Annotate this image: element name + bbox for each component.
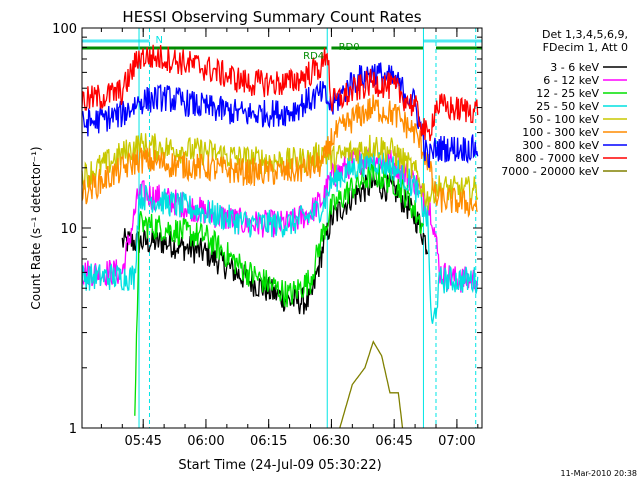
series-line xyxy=(81,94,478,218)
y-tick-label: 10 xyxy=(60,222,77,237)
series-lines xyxy=(81,44,479,429)
x-tick-label: 06:15 xyxy=(250,434,287,449)
x-axis-label: Start Time (24-Jul-09 05:30:22) xyxy=(178,458,381,473)
timestamp: 11-Mar-2010 20:38 xyxy=(561,469,638,478)
x-tick-label: 05:45 xyxy=(124,434,161,449)
annotation-label: N xyxy=(155,35,162,46)
chart-title: HESSI Observing Summary Count Rates xyxy=(122,8,421,26)
x-tick-label: 06:30 xyxy=(313,434,350,449)
legend-label: 100 - 300 keV xyxy=(522,126,599,139)
y-tick-label: 1 xyxy=(69,422,77,437)
legend-header: FDecim 1, Att 0 xyxy=(543,41,628,54)
annotations: N RD4 RD0 xyxy=(155,35,359,62)
legend-label: 50 - 100 keV xyxy=(529,113,599,126)
y-tick-label: 100 xyxy=(52,22,77,37)
x-tick-label: 06:45 xyxy=(375,434,412,449)
state-lines xyxy=(138,28,477,428)
series-line xyxy=(81,44,479,142)
axis-ticks: 05:45 06:00 06:15 06:30 06:45 07:00 1 10 100 xyxy=(52,22,482,449)
annotation-label: RD0 xyxy=(339,42,360,53)
series-line xyxy=(339,340,404,429)
legend-header: Det 1,3,4,5,6,9, xyxy=(542,28,628,41)
annotation-label: RD4 xyxy=(303,51,324,62)
y-axis-label: Count Rate (s⁻¹ detector⁻¹) xyxy=(29,146,43,309)
legend-label: 800 - 7000 keV xyxy=(515,152,599,165)
series-line xyxy=(81,148,479,324)
legend: Det 1,3,4,5,6,9,FDecim 1, Att 0 3 - 6 keV… xyxy=(501,28,628,178)
legend-label: 3 - 6 keV xyxy=(550,61,599,74)
flag-bars xyxy=(82,39,482,50)
x-tick-label: 06:00 xyxy=(187,434,224,449)
x-tick-label: 07:00 xyxy=(438,434,475,449)
legend-label: 12 - 25 keV xyxy=(536,87,599,100)
legend-label: 25 - 50 keV xyxy=(536,100,599,113)
legend-label: 7000 - 20000 keV xyxy=(501,165,599,178)
legend-label: 300 - 800 keV xyxy=(522,139,599,152)
legend-label: 6 - 12 keV xyxy=(543,74,599,87)
